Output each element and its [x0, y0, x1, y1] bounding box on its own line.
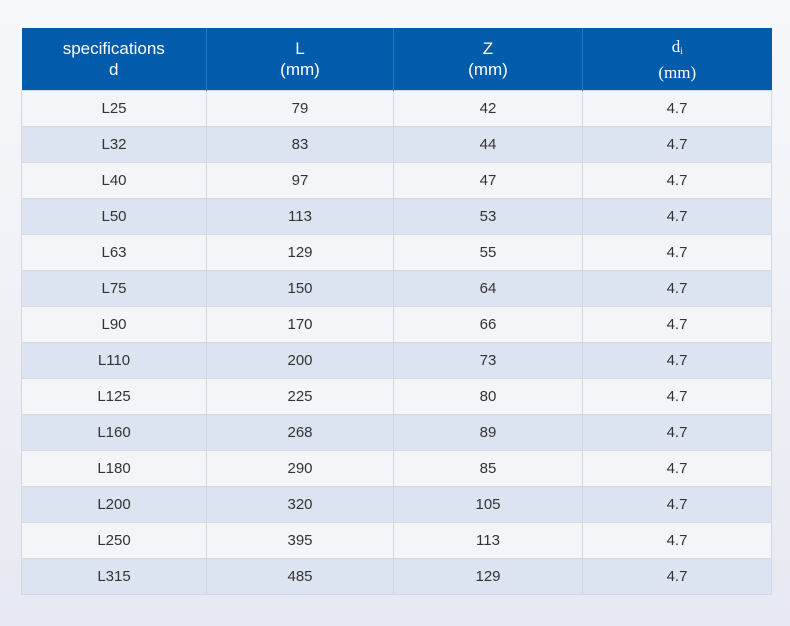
header-di-unit: (mm) — [658, 62, 697, 82]
di-cell: 4.7 — [582, 306, 772, 343]
table-row: L200 320 105 4.7 — [21, 486, 772, 523]
di-cell: 4.7 — [582, 234, 772, 271]
di-cell: 4.7 — [582, 90, 772, 127]
di-cell: 4.7 — [582, 522, 772, 559]
table-row: L50 113 53 4.7 — [21, 198, 772, 235]
di-cell: 4.7 — [582, 558, 772, 595]
table-row: L250 395 113 4.7 — [21, 522, 772, 559]
spec-table: specifications d L (mm) Z (mm) di (mm) L… — [21, 28, 772, 595]
z-cell: 80 — [393, 378, 583, 415]
header-z: Z (mm) — [393, 28, 583, 91]
l-cell: 83 — [206, 126, 394, 163]
spec-cell: L315 — [21, 558, 207, 595]
header-di: di (mm) — [582, 28, 772, 91]
header-specifications: specifications d — [21, 28, 207, 91]
spec-cell: L25 — [21, 90, 207, 127]
spec-cell: L125 — [21, 378, 207, 415]
z-cell: 55 — [393, 234, 583, 271]
di-cell: 4.7 — [582, 342, 772, 379]
di-cell: 4.7 — [582, 126, 772, 163]
header-l: L (mm) — [206, 28, 394, 91]
spec-cell: L40 — [21, 162, 207, 199]
di-cell: 4.7 — [582, 198, 772, 235]
header-z-label: Z — [482, 39, 494, 58]
l-cell: 225 — [206, 378, 394, 415]
header-di-symbol: d — [671, 36, 681, 56]
z-cell: 53 — [393, 198, 583, 235]
spec-cell: L50 — [21, 198, 207, 235]
z-cell: 66 — [393, 306, 583, 343]
z-cell: 47 — [393, 162, 583, 199]
spec-cell: L180 — [21, 450, 207, 487]
l-cell: 395 — [206, 522, 394, 559]
spec-cell: L200 — [21, 486, 207, 523]
spec-cell: L90 — [21, 306, 207, 343]
l-cell: 150 — [206, 270, 394, 307]
z-cell: 105 — [393, 486, 583, 523]
l-cell: 320 — [206, 486, 394, 523]
l-cell: 485 — [206, 558, 394, 595]
di-cell: 4.7 — [582, 378, 772, 415]
spec-cell: L250 — [21, 522, 207, 559]
table-row: L315 485 129 4.7 — [21, 558, 772, 595]
spec-cell: L160 — [21, 414, 207, 451]
z-cell: 44 — [393, 126, 583, 163]
l-cell: 113 — [206, 198, 394, 235]
table-row: L25 79 42 4.7 — [21, 90, 772, 127]
table-row: L160 268 89 4.7 — [21, 414, 772, 451]
l-cell: 170 — [206, 306, 394, 343]
table-row: L32 83 44 4.7 — [21, 126, 772, 163]
z-cell: 113 — [393, 522, 583, 559]
z-cell: 73 — [393, 342, 583, 379]
header-l-label: L — [295, 39, 305, 58]
l-cell: 200 — [206, 342, 394, 379]
header-z-unit: (mm) — [468, 60, 508, 79]
table-row: L75 150 64 4.7 — [21, 270, 772, 307]
spec-cell: L75 — [21, 270, 207, 307]
header-di-subscript: i — [680, 45, 683, 56]
l-cell: 129 — [206, 234, 394, 271]
table-body: L25 79 42 4.7 L32 83 44 4.7 L40 97 47 4.7 L50 113 53 4.… — [21, 90, 772, 595]
table-row: L90 170 66 4.7 — [21, 306, 772, 343]
l-cell: 268 — [206, 414, 394, 451]
di-cell: 4.7 — [582, 486, 772, 523]
header-specifications-unit: d — [109, 60, 119, 79]
di-cell: 4.7 — [582, 450, 772, 487]
z-cell: 64 — [393, 270, 583, 307]
header-l-unit: (mm) — [280, 60, 320, 79]
di-cell: 4.7 — [582, 162, 772, 199]
l-cell: 290 — [206, 450, 394, 487]
di-cell: 4.7 — [582, 414, 772, 451]
z-cell: 85 — [393, 450, 583, 487]
table-row: L110 200 73 4.7 — [21, 342, 772, 379]
l-cell: 97 — [206, 162, 394, 199]
z-cell: 89 — [393, 414, 583, 451]
z-cell: 42 — [393, 90, 583, 127]
table-row: L63 129 55 4.7 — [21, 234, 772, 271]
spec-cell: L110 — [21, 342, 207, 379]
table-row: L40 97 47 4.7 — [21, 162, 772, 199]
table-row: L125 225 80 4.7 — [21, 378, 772, 415]
spec-table-container: specifications d L (mm) Z (mm) di (mm) L… — [21, 28, 772, 595]
table-header: specifications d L (mm) Z (mm) di (mm) — [21, 28, 772, 91]
spec-cell: L63 — [21, 234, 207, 271]
header-di-label: di — [583, 36, 772, 62]
di-cell: 4.7 — [582, 270, 772, 307]
l-cell: 79 — [206, 90, 394, 127]
spec-cell: L32 — [21, 126, 207, 163]
header-row: specifications d L (mm) Z (mm) di (mm) — [21, 28, 772, 91]
z-cell: 129 — [393, 558, 583, 595]
header-specifications-label: specifications — [62, 39, 165, 58]
table-row: L180 290 85 4.7 — [21, 450, 772, 487]
